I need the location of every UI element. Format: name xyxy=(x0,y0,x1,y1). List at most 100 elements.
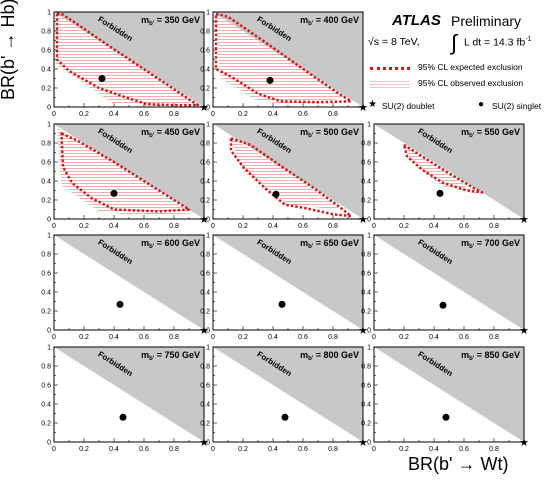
y-tick-label: 0.2 xyxy=(41,86,51,93)
x-tick-label: 0.4 xyxy=(429,223,439,230)
y-tick-label: 0.8 xyxy=(41,252,51,259)
y-tick-label: 0.4 xyxy=(361,179,371,186)
y-tick-label: 0 xyxy=(206,217,210,224)
energy-label: √s = 8 TeV, xyxy=(368,36,420,48)
mass-label: mb' = 600 GeV xyxy=(141,238,200,250)
x-tick-label: 0.6 xyxy=(459,446,469,453)
y-tick-label: 0.4 xyxy=(41,290,51,297)
y-tick-label: 0.6 xyxy=(200,383,210,390)
y-tick-label: 0.2 xyxy=(361,421,371,428)
x-tick-label: 0.8 xyxy=(169,111,179,118)
singlet-point xyxy=(436,189,444,197)
y-tick-label: 0.4 xyxy=(361,290,371,297)
y-tick-label: 0.6 xyxy=(41,271,51,278)
dot-icon: ● xyxy=(478,99,485,110)
x-tick-label: 0 xyxy=(211,446,215,453)
y-tick-label: 0.2 xyxy=(361,198,371,205)
y-tick-label: 0 xyxy=(47,217,51,224)
x-tick-label: 0 xyxy=(372,334,376,341)
x-tick-label: 0.2 xyxy=(399,223,409,230)
y-tick-label: 0.6 xyxy=(361,160,371,167)
doublet-star: ★ xyxy=(199,324,209,337)
y-tick-label: 0.2 xyxy=(200,86,210,93)
x-tick-label: 0 xyxy=(52,111,56,118)
doublet-star: ★ xyxy=(199,436,209,449)
x-tick-label: 0.2 xyxy=(79,334,89,341)
y-tick-label: 0 xyxy=(367,217,371,224)
doublet-star: ★ xyxy=(358,101,368,114)
x-tick-label: 0.4 xyxy=(268,223,278,230)
observed-swatch xyxy=(370,80,410,88)
singlet-label: SU(2) singlet xyxy=(492,101,542,111)
y-tick-label: 0 xyxy=(47,328,51,335)
atlas-label: ATLAS xyxy=(392,12,441,29)
y-tick-label: 1 xyxy=(47,345,51,352)
expected-swatch xyxy=(370,67,410,70)
y-tick-label: 1 xyxy=(367,233,371,240)
x-tick-label: 0.6 xyxy=(298,334,308,341)
y-tick-label: 0.4 xyxy=(361,402,371,409)
y-tick-label: 0.4 xyxy=(41,402,51,409)
expected-exclusion xyxy=(402,143,484,194)
x-tick-label: 0.4 xyxy=(268,334,278,341)
y-tick-label: 0.4 xyxy=(200,67,210,74)
x-tick-label: 0.4 xyxy=(109,334,119,341)
mass-label: mb' = 700 GeV xyxy=(461,238,520,250)
y-tick-label: 0.2 xyxy=(200,309,210,316)
observed-exclusion xyxy=(214,12,345,106)
x-tick-label: 0.4 xyxy=(109,223,119,230)
x-tick-label: 0.8 xyxy=(489,223,499,230)
singlet-point xyxy=(98,75,106,82)
mass-label: mb' = 850 GeV xyxy=(461,350,520,362)
y-tick-label: 0.8 xyxy=(361,141,371,148)
luminosity-label: L dt = 14.3 fb-1 xyxy=(464,36,532,49)
y-tick-label: 1 xyxy=(367,345,371,352)
y-tick-label: 0.8 xyxy=(41,29,51,36)
forbidden-region xyxy=(54,347,204,442)
y-tick-label: 0.4 xyxy=(200,290,210,297)
singlet-point xyxy=(119,413,127,421)
y-tick-label: 0 xyxy=(367,440,371,447)
y-tick-label: 0 xyxy=(367,328,371,335)
x-tick-label: 0.2 xyxy=(238,223,248,230)
y-tick-label: 0 xyxy=(206,328,210,335)
y-tick-label: 0 xyxy=(206,440,210,447)
forbidden-region xyxy=(374,124,524,219)
y-tick-label: 0.6 xyxy=(361,383,371,390)
y-tick-label: 0 xyxy=(47,105,51,112)
mass-label: mb' = 350 GeV xyxy=(141,15,200,27)
x-tick-label: 0 xyxy=(52,334,56,341)
x-tick-label: 0.6 xyxy=(139,446,149,453)
y-tick-label: 0.6 xyxy=(200,160,210,167)
singlet-point xyxy=(266,76,274,84)
y-tick-label: 0.2 xyxy=(41,309,51,316)
x-axis-label: BR(b' → Wt) xyxy=(408,454,509,474)
y-tick-label: 0 xyxy=(47,440,51,447)
x-tick-label: 0.8 xyxy=(169,223,179,230)
forbidden-region xyxy=(374,347,524,442)
mass-label: mb' = 550 GeV xyxy=(461,127,520,139)
x-tick-label: 0.2 xyxy=(399,334,409,341)
y-tick-label: 0.2 xyxy=(41,421,51,428)
expected-exclusion xyxy=(214,12,353,104)
forbidden-region xyxy=(213,347,363,442)
y-tick-label: 1 xyxy=(206,345,210,352)
forbidden-region xyxy=(374,235,524,330)
y-tick-label: 0.6 xyxy=(41,48,51,55)
x-tick-label: 0.4 xyxy=(268,111,278,118)
y-tick-label: 0.8 xyxy=(200,141,210,148)
x-tick-label: 0.8 xyxy=(328,334,338,341)
y-tick-label: 1 xyxy=(206,122,210,129)
mass-label: mb' = 400 GeV xyxy=(300,15,359,27)
expected-label: 95% CL expected exclusion xyxy=(418,62,523,72)
x-tick-label: 0.6 xyxy=(459,334,469,341)
